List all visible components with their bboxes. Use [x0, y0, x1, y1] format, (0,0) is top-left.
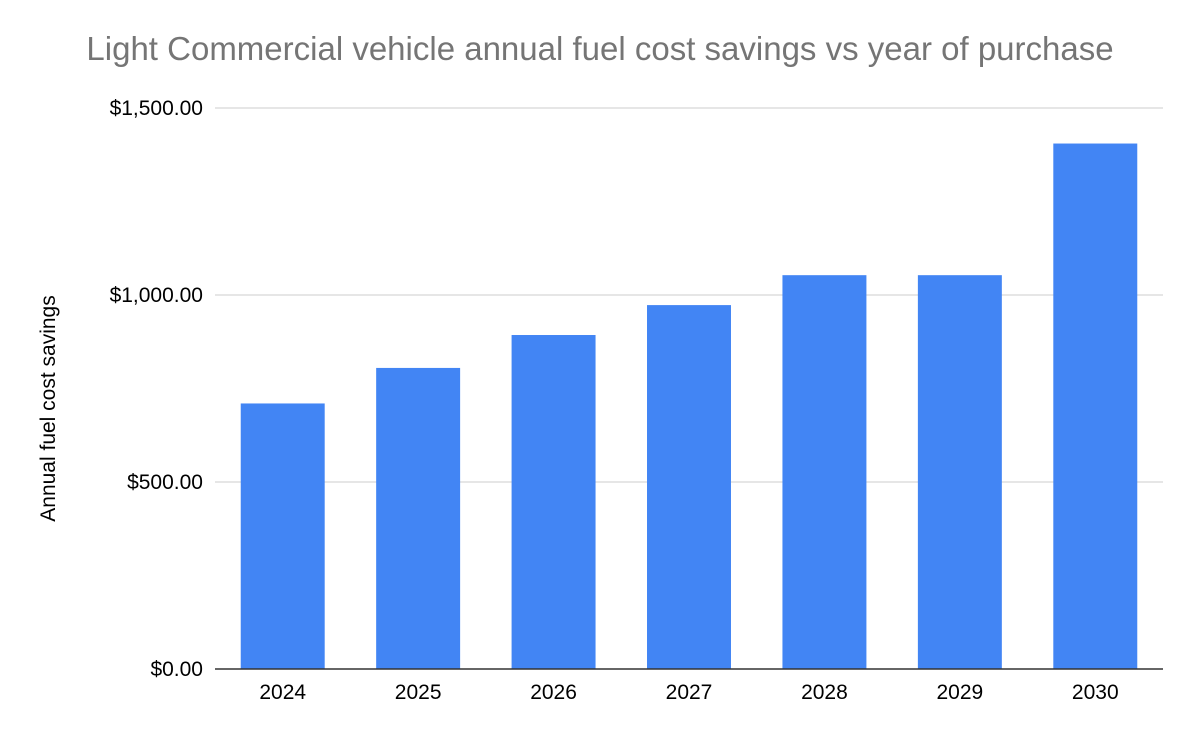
- x-tick-label: 2026: [530, 681, 577, 704]
- bar-2025: [376, 367, 461, 669]
- bar-2030: [1053, 143, 1138, 669]
- x-tick-label: 2024: [259, 681, 306, 704]
- bar-2027: [647, 305, 731, 669]
- x-tick-labels: 2024 2025 2026 2027 2028 2029 2030: [259, 681, 1118, 704]
- y-tick-labels: $0.00 $500.00 $1,000.00 $1,500.00: [110, 97, 203, 681]
- x-tick-label: 2027: [666, 681, 713, 704]
- chart-title: Light Commercial vehicle annual fuel cos…: [86, 30, 1114, 67]
- x-tick-label: 2028: [801, 681, 848, 704]
- y-tick-label: $0.00: [150, 658, 203, 681]
- y-tick-label: $1,000.00: [110, 284, 203, 307]
- x-tick-label: 2025: [395, 681, 442, 704]
- y-axis-title: Annual fuel cost savings: [37, 295, 60, 521]
- bar-2026: [511, 335, 596, 669]
- x-tick-label: 2029: [936, 681, 983, 704]
- x-tick-label: 2030: [1072, 681, 1119, 704]
- y-tick-label: $500.00: [127, 471, 203, 494]
- y-tick-label: $1,500.00: [110, 97, 203, 120]
- bar-2029: [917, 275, 1002, 669]
- bar-2024: [240, 403, 325, 669]
- bar-2028: [782, 275, 867, 669]
- bars: [240, 143, 1138, 669]
